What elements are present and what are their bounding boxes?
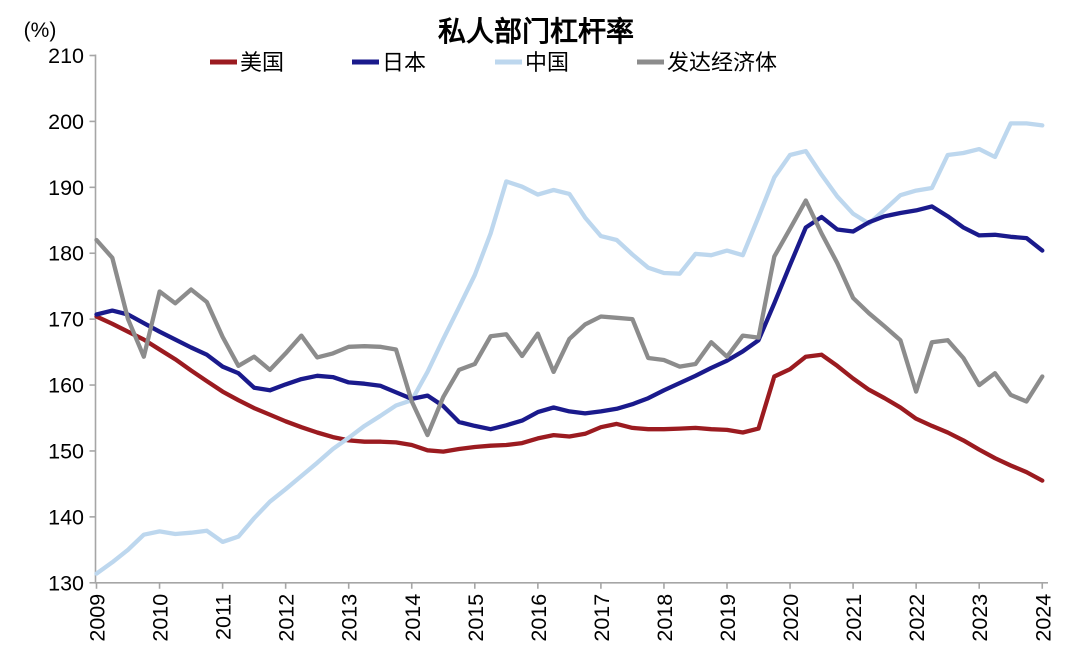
legend-item-china: 中国: [495, 50, 569, 75]
x-tick-label: 2022: [905, 594, 929, 642]
x-tick-label: 2015: [464, 594, 488, 642]
x-tick-label: 2020: [779, 594, 803, 642]
series-line-developed: [94, 198, 1045, 438]
x-tick-label: 2018: [653, 594, 677, 642]
series-lines: [94, 121, 1045, 576]
x-tick-label: 2024: [1031, 594, 1055, 642]
y-tick-label: 150: [48, 439, 84, 463]
y-tick-label: 210: [48, 44, 84, 68]
x-tick-label: 2009: [86, 594, 110, 642]
legend-label-us: 美国: [240, 50, 284, 75]
legend-item-japan: 日本: [352, 50, 426, 75]
y-tick-label: 200: [48, 110, 84, 134]
legend-item-us: 美国: [210, 50, 284, 75]
x-tick-label: 2013: [338, 594, 362, 642]
legend-swatch-japan: [352, 59, 379, 65]
x-tick-label: 2012: [275, 594, 299, 642]
legend-swatch-us: [210, 59, 237, 65]
legend-swatch-developed: [637, 59, 664, 65]
x-tick-label: 2021: [842, 594, 866, 642]
x-tick-label: 2010: [149, 594, 173, 642]
axis-lines: [94, 54, 1048, 584]
x-tick-label: 2014: [401, 594, 425, 642]
y-tick-label: 160: [48, 374, 84, 398]
legend-label-developed: 发达经济体: [667, 50, 777, 75]
y-tick-label: 180: [48, 242, 84, 266]
chart-title: 私人部门杠杆率: [438, 15, 634, 47]
legend: 美国 日本 中国 发达经济体: [210, 50, 777, 75]
legend-item-developed: 发达经济体: [637, 50, 777, 75]
x-tick-label: 2011: [212, 594, 236, 640]
y-tick-label: 140: [48, 505, 84, 529]
series-line-china: [94, 121, 1045, 576]
series-line-japan: [94, 204, 1045, 432]
x-tick-label: 2019: [716, 594, 740, 642]
y-tick-label: 190: [48, 176, 84, 200]
x-tick-label: 2023: [968, 594, 992, 642]
x-tick-label: 2017: [590, 594, 614, 642]
legend-swatch-china: [495, 59, 522, 65]
y-tick-label: 130: [48, 571, 84, 595]
y-tick-label: 170: [48, 308, 84, 332]
y-axis-unit-label: (%): [24, 19, 57, 42]
series-line-us: [94, 314, 1045, 483]
axes: 130 140 150 160 170 180 190 200 210 2009 2010 2011 2…: [48, 44, 1055, 642]
legend-label-japan: 日本: [382, 50, 426, 75]
x-tick-label: 2016: [527, 594, 551, 642]
legend-label-china: 中国: [525, 50, 569, 75]
